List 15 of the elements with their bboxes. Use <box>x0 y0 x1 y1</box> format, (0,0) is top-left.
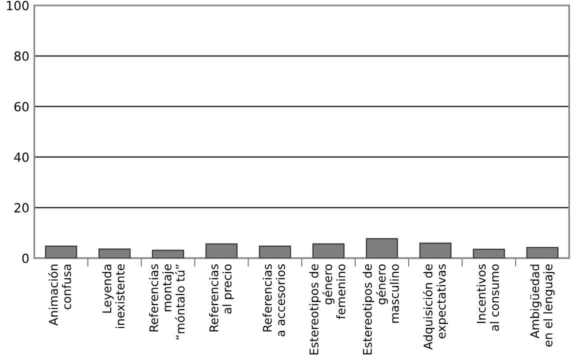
y-tick-label: 60 <box>14 102 29 112</box>
y-tick-label: 80 <box>14 51 29 61</box>
x-tick-label: Estereotipos de género femenino <box>309 264 346 354</box>
x-tick-label: Referencias a accesorios <box>262 264 286 336</box>
x-tick-label: Referencias montaje “móntalo tú” <box>149 264 185 340</box>
y-tick-label: 100 <box>6 0 29 10</box>
x-tick-label: Ambigüedad en el lenguaje <box>530 264 555 347</box>
x-tick-label: Animación confusa <box>48 264 72 326</box>
x-tick-label: Leyenda inexistente <box>102 264 125 328</box>
y-tick-label: 20 <box>14 203 29 212</box>
x-tick-label: Incentivos al consumo <box>476 264 499 331</box>
x-tick-label: Referencias al precio <box>209 264 234 332</box>
x-tick-label: Adquisición de expectativas <box>422 264 448 350</box>
y-tick-label: 40 <box>14 152 29 162</box>
y-tick-label: 0 <box>22 254 29 264</box>
